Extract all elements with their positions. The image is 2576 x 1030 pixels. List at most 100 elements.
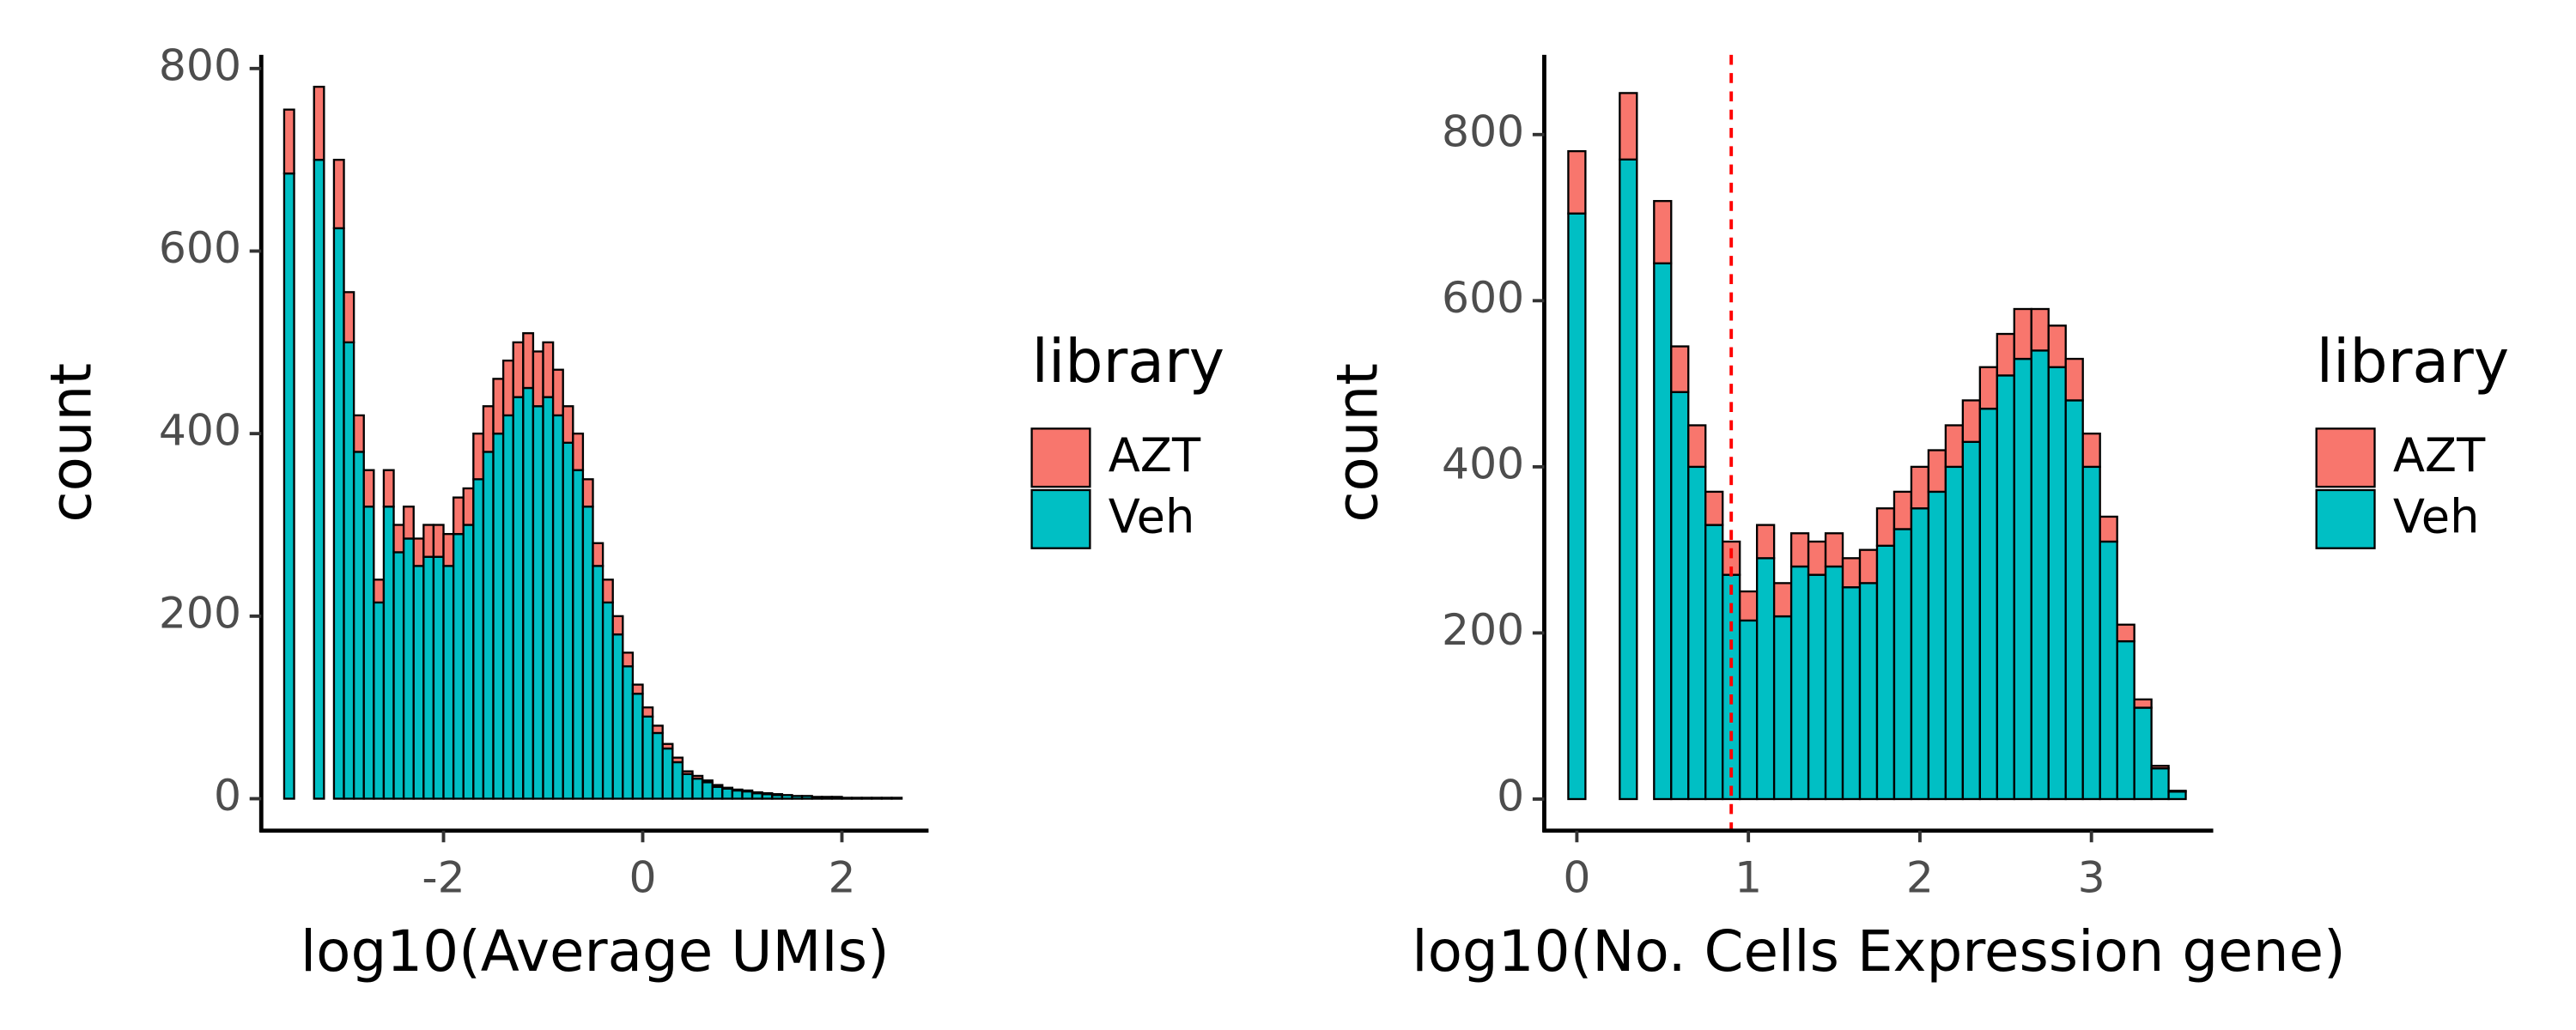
bar — [741, 790, 754, 800]
bar — [2081, 433, 2101, 469]
bar — [343, 341, 355, 800]
bar — [592, 542, 605, 567]
bar — [402, 506, 415, 540]
bar — [2116, 623, 2136, 643]
bar — [2081, 465, 2101, 801]
bar — [1944, 424, 1965, 469]
bar — [572, 433, 585, 471]
bar — [2167, 791, 2187, 801]
bar — [641, 715, 654, 800]
bar — [1772, 615, 1793, 801]
y-tick-label: 400 — [1442, 438, 1524, 488]
bar — [1739, 590, 1759, 622]
legend-label: Veh — [2393, 489, 2480, 543]
bar — [701, 779, 714, 784]
bar — [2116, 639, 2136, 801]
bar — [711, 785, 724, 800]
y-tick-label: 200 — [159, 587, 241, 638]
bar — [691, 777, 704, 800]
bar — [581, 478, 594, 508]
bar — [373, 579, 386, 604]
bar — [362, 506, 375, 800]
bar — [1910, 465, 1930, 510]
bar — [592, 565, 605, 800]
y-tick-label: 400 — [159, 405, 241, 456]
bar — [1619, 92, 1638, 161]
bar — [1996, 374, 2015, 801]
legend-key — [2315, 427, 2376, 488]
bar — [1789, 532, 1810, 568]
bar — [422, 524, 435, 558]
bar — [1858, 548, 1879, 585]
x-tick-label: 2 — [828, 851, 855, 902]
bar — [1704, 524, 1724, 801]
bar — [332, 158, 345, 230]
bar — [2030, 349, 2050, 801]
bar — [661, 742, 674, 750]
bar — [1858, 582, 1879, 801]
bar — [352, 414, 365, 453]
bar — [631, 693, 644, 800]
y-axis-title: count — [1324, 363, 1390, 523]
bar — [681, 772, 694, 800]
bar — [432, 555, 445, 800]
bar — [542, 341, 555, 398]
x-tick-label: 1 — [1735, 851, 1762, 902]
bar — [1619, 158, 1638, 801]
y-tick-label: 800 — [159, 39, 241, 90]
bar — [542, 396, 555, 800]
legend-key — [1030, 488, 1091, 549]
bar — [711, 784, 724, 788]
bar — [562, 441, 574, 800]
bar — [731, 789, 744, 800]
bar — [412, 565, 425, 800]
bar — [412, 537, 425, 567]
bar — [362, 469, 375, 508]
bar — [501, 414, 514, 800]
bar — [2133, 698, 2153, 709]
bar — [1824, 532, 1844, 568]
bar — [811, 796, 823, 800]
bar — [313, 158, 325, 800]
bar — [1841, 586, 1862, 801]
bar — [1567, 212, 1587, 801]
bar — [860, 797, 873, 800]
bar — [2047, 366, 2067, 801]
bar — [2099, 515, 2118, 543]
bar — [761, 791, 774, 796]
bar — [671, 760, 684, 800]
bar — [452, 496, 465, 536]
y-tick-label: 800 — [1442, 106, 1524, 156]
bar — [2047, 324, 2067, 368]
legend-label: Veh — [1109, 489, 1195, 543]
bar — [890, 797, 903, 800]
bar — [551, 414, 564, 800]
bar — [1875, 544, 1896, 801]
bar — [1789, 565, 1810, 801]
legend-label: AZT — [1109, 428, 1201, 482]
y-tick-label: 600 — [1442, 272, 1524, 323]
bar — [392, 524, 405, 554]
legend-key — [1030, 427, 1091, 488]
bar — [432, 524, 445, 558]
bar — [1910, 507, 1930, 801]
bar — [2150, 765, 2170, 770]
bar — [522, 332, 535, 390]
bar — [373, 601, 386, 800]
bar — [581, 506, 594, 800]
bar — [1961, 440, 1982, 801]
bar — [821, 796, 834, 800]
bar — [631, 683, 644, 695]
bar — [1739, 619, 1759, 801]
bar — [1567, 149, 1587, 215]
x-tick-label: 2 — [1906, 851, 1934, 902]
bar — [1704, 490, 1724, 526]
y-tick-label: 0 — [214, 770, 241, 821]
bar — [671, 756, 684, 764]
bar — [2013, 357, 2032, 801]
bar — [850, 797, 863, 800]
bar — [1807, 573, 1827, 801]
bar — [2064, 399, 2084, 801]
bar — [750, 791, 763, 795]
bar — [482, 405, 495, 453]
